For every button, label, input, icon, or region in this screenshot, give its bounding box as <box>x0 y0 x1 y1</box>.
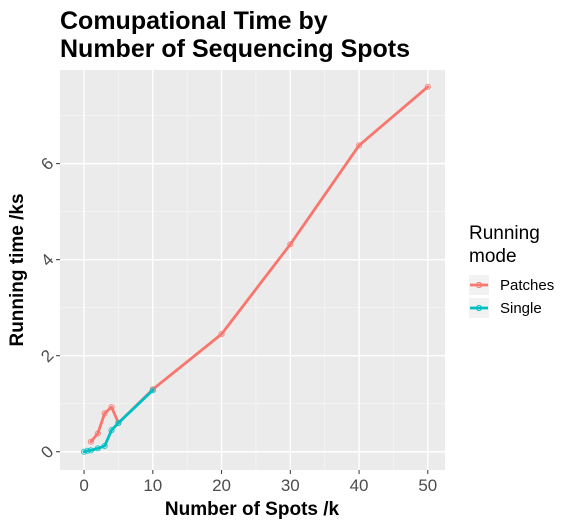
point-patches <box>101 410 108 417</box>
legend-keys: Patches Single <box>469 275 554 318</box>
x-tick-label: 50 <box>418 476 437 495</box>
legend-key-point-single <box>475 304 483 312</box>
series-layer <box>80 83 431 455</box>
point-single <box>115 419 122 427</box>
y-axis-ticks: 0 2 4 6 <box>37 154 60 462</box>
legend-title-line-2: mode <box>469 246 517 267</box>
x-tick-label: 20 <box>212 476 231 495</box>
chart-title-line-1: Comupational Time by <box>60 7 328 35</box>
grid-minor <box>60 70 445 470</box>
point-single <box>94 445 101 452</box>
x-axis-ticks: 0 10 20 30 40 50 <box>79 470 437 495</box>
point-single <box>149 387 156 394</box>
x-tick-label: 40 <box>350 476 369 495</box>
point-single <box>80 448 88 455</box>
y-axis-title: Running time /ks <box>7 193 28 346</box>
plot-panel <box>60 70 445 470</box>
x-tick-label: 0 <box>79 476 88 495</box>
x-tick-label: 10 <box>143 476 162 495</box>
x-axis-title: Number of Spots /k <box>165 499 340 520</box>
point-patches <box>94 430 101 437</box>
legend-title-line-1: Running <box>469 223 540 244</box>
point-patches <box>287 241 294 248</box>
point-single <box>108 427 115 434</box>
chart-title-line-2: Number of Sequencing Spots <box>60 35 410 63</box>
point-single <box>87 447 95 454</box>
point-single <box>101 442 108 450</box>
point-patches <box>424 83 431 90</box>
legend-key-point-patches <box>475 281 483 289</box>
point-patches <box>108 403 115 411</box>
point-patches <box>355 142 363 149</box>
legend: Running mode Patches Single <box>469 223 554 318</box>
legend-label-patches: Patches <box>500 277 554 294</box>
y-tick-label: 2 <box>37 346 57 366</box>
point-patches <box>218 331 225 338</box>
point-patches <box>87 438 95 445</box>
x-tick-label: 30 <box>281 476 300 495</box>
legend-label-single: Single <box>500 300 542 317</box>
grid-major <box>60 70 445 470</box>
point-single <box>84 447 91 454</box>
y-tick-label: 4 <box>37 250 57 270</box>
y-tick-label: 6 <box>37 154 57 174</box>
y-tick-label: 0 <box>37 442 57 462</box>
